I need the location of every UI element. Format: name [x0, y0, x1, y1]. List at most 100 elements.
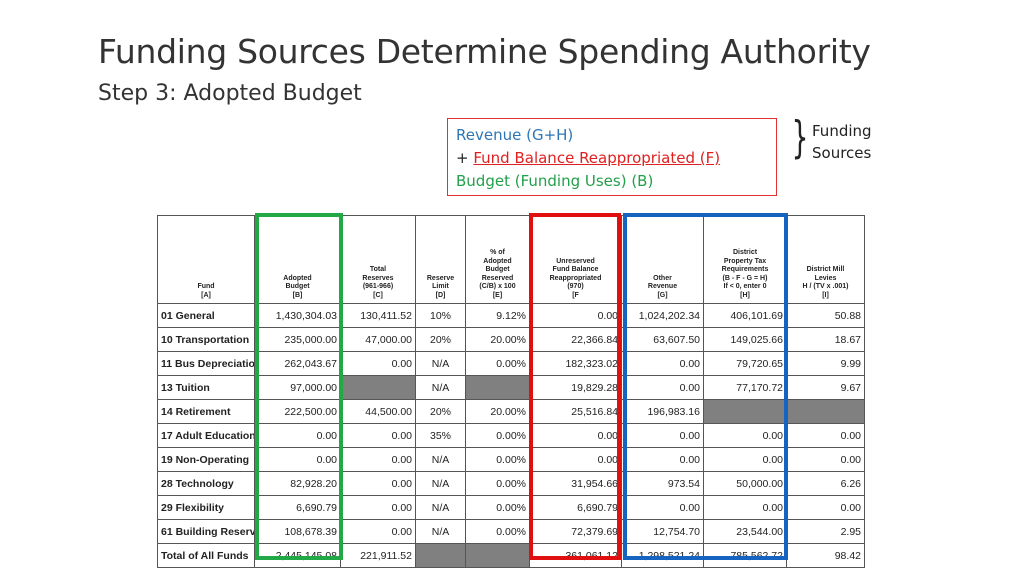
- cell-fund: 19 Non-Operating: [157, 447, 255, 472]
- budget-table: Fund [A] Adopted Budget [B] Total Reserves (9…: [157, 215, 865, 568]
- cell-other: 0.00: [621, 447, 704, 472]
- cell-reserves: [340, 375, 416, 400]
- header-line: Adopted: [483, 257, 512, 265]
- funding-sources-line2: Sources: [812, 144, 872, 162]
- cell-limit: N/A: [415, 495, 466, 520]
- header-line: District Mill: [806, 266, 845, 273]
- header-total-reserves: Total Reserves (961-966) [C]: [340, 215, 416, 304]
- cell-other: 1,024,202.34: [621, 303, 704, 328]
- cell-mill: 50.88: [786, 303, 865, 328]
- cell-fund: 61 Building Reserve: [157, 519, 255, 544]
- header-line: Reserved: [481, 274, 514, 282]
- header-line: (961-966): [362, 283, 394, 290]
- header-line: Fund: [197, 283, 215, 290]
- cell-budget: 262,043.67: [254, 351, 341, 376]
- cell-district: [703, 399, 787, 424]
- cell-unreserved: 6,690.79: [529, 495, 622, 520]
- cell-fund: 13 Tuition: [157, 375, 255, 400]
- cell-budget: 222,500.00: [254, 399, 341, 424]
- table-body: 01 General 1,430,304.03 130,411.52 10% 9.12%…: [157, 303, 865, 568]
- cell-limit: N/A: [415, 351, 466, 376]
- header-line: Reappropriated: [549, 274, 602, 282]
- cell-mill: 18.67: [786, 327, 865, 352]
- cell-pct: 0.00%: [465, 351, 530, 376]
- table-row: 11 Bus Depreciation 262,043.67 0.00 N/A 0.00…: [157, 351, 865, 376]
- cell-other: 973.54: [621, 471, 704, 496]
- cell-pct: 20.00%: [465, 399, 530, 424]
- header-line: Adopted: [283, 274, 312, 282]
- header-line: Budget: [285, 283, 310, 290]
- table-row: 29 Flexibility 6,690.79 0.00 N/A 0.00% 6,690.…: [157, 495, 865, 520]
- table-row: Total of All Funds 2,445,145.08 221,911.52…: [157, 543, 865, 568]
- header-line: Reserve: [426, 274, 455, 282]
- cell-pct: 20.00%: [465, 327, 530, 352]
- cell-mill: 0.00: [786, 423, 865, 448]
- cell-limit: 10%: [415, 303, 466, 328]
- cell-budget: 235,000.00: [254, 327, 341, 352]
- table-row: 28 Technology 82,928.20 0.00 N/A 0.00% 31,954…: [157, 471, 865, 496]
- cell-budget: 6,690.79: [254, 495, 341, 520]
- cell-budget: 0.00: [254, 423, 341, 448]
- header-line: Reserves: [362, 274, 394, 282]
- cell-mill: [786, 399, 865, 424]
- header-reserve-limit: Reserve Limit [D]: [415, 215, 466, 304]
- header-line: Other: [653, 274, 672, 282]
- header-adopted-budget: Adopted Budget [B]: [254, 215, 341, 304]
- cell-reserves: 221,911.52: [340, 543, 416, 568]
- cell-district: 50,000.00: [703, 471, 787, 496]
- cell-reserves: 47,000.00: [340, 327, 416, 352]
- cell-other: 196,983.16: [621, 399, 704, 424]
- cell-reserves: 0.00: [340, 495, 416, 520]
- cell-mill: 9.99: [786, 351, 865, 376]
- cell-mill: 0.00: [786, 447, 865, 472]
- cell-fund: Total of All Funds: [157, 543, 255, 568]
- cell-pct: 0.00%: [465, 495, 530, 520]
- cell-district: 0.00: [703, 423, 787, 448]
- cell-limit: 35%: [415, 423, 466, 448]
- cell-reserves: 0.00: [340, 447, 416, 472]
- cell-mill: 6.26: [786, 471, 865, 496]
- cell-district: 79,720.65: [703, 351, 787, 376]
- cell-pct: 9.12%: [465, 303, 530, 328]
- cell-budget: 0.00: [254, 447, 341, 472]
- header-line: [F: [572, 291, 579, 299]
- header-unreserved-fund-balance: Unreserved Fund Balance Reappropriated (970…: [529, 215, 622, 304]
- header-line: [H]: [740, 291, 750, 299]
- cell-budget: 1,430,304.03: [254, 303, 341, 328]
- cell-unreserved: 0.00: [529, 447, 622, 472]
- cell-other: 0.00: [621, 423, 704, 448]
- cell-reserves: 0.00: [340, 519, 416, 544]
- cell-reserves: 130,411.52: [340, 303, 416, 328]
- header-line: (B - F - G = H): [722, 274, 768, 282]
- funding-legend-box: Revenue (G+H) + Fund Balance Reappropria…: [447, 118, 777, 196]
- funding-sources-line1: Funding: [812, 122, 872, 140]
- cell-unreserved: 22,366.84: [529, 327, 622, 352]
- slide-subtitle: Step 3: Adopted Budget: [98, 81, 362, 106]
- header-percent-reserved: % of Adopted Budget Reserved (C/B) x 100 [E]: [465, 215, 530, 304]
- header-other-revenue: Other Revenue [G]: [621, 215, 704, 304]
- header-line: [B]: [292, 291, 303, 299]
- cell-reserves: 0.00: [340, 423, 416, 448]
- cell-mill: 2.95: [786, 519, 865, 544]
- table-row: 13 Tuition 97,000.00 N/A 19,829.28 0.00 77,17…: [157, 375, 865, 400]
- header-line: [C]: [373, 291, 383, 299]
- right-brace-icon: }: [791, 112, 809, 163]
- cell-limit: 20%: [415, 327, 466, 352]
- header-line: Levies: [814, 274, 837, 282]
- table-row: 19 Non-Operating 0.00 0.00 N/A 0.00% 0.00 0.00…: [157, 447, 865, 472]
- cell-pct: 0.00%: [465, 423, 530, 448]
- header-district-property-tax: District Property Tax Requirements (B - F -…: [703, 215, 787, 304]
- header-line: % of: [490, 249, 505, 256]
- cell-limit: N/A: [415, 447, 466, 472]
- cell-unreserved: 0.00: [529, 423, 622, 448]
- header-line: Unreserved: [556, 257, 595, 265]
- table-row: 14 Retirement 222,500.00 44,500.00 20% 20.00…: [157, 399, 865, 424]
- header-line: (970): [567, 283, 584, 290]
- table-header-row: Fund [A] Adopted Budget [B] Total Reserves (9…: [157, 215, 865, 304]
- cell-unreserved: 361,061.12: [529, 543, 622, 568]
- header-line: Requirements: [721, 266, 769, 273]
- cell-reserves: 0.00: [340, 351, 416, 376]
- cell-fund: 14 Retirement: [157, 399, 255, 424]
- cell-budget: 82,928.20: [254, 471, 341, 496]
- cell-fund: 01 General: [157, 303, 255, 328]
